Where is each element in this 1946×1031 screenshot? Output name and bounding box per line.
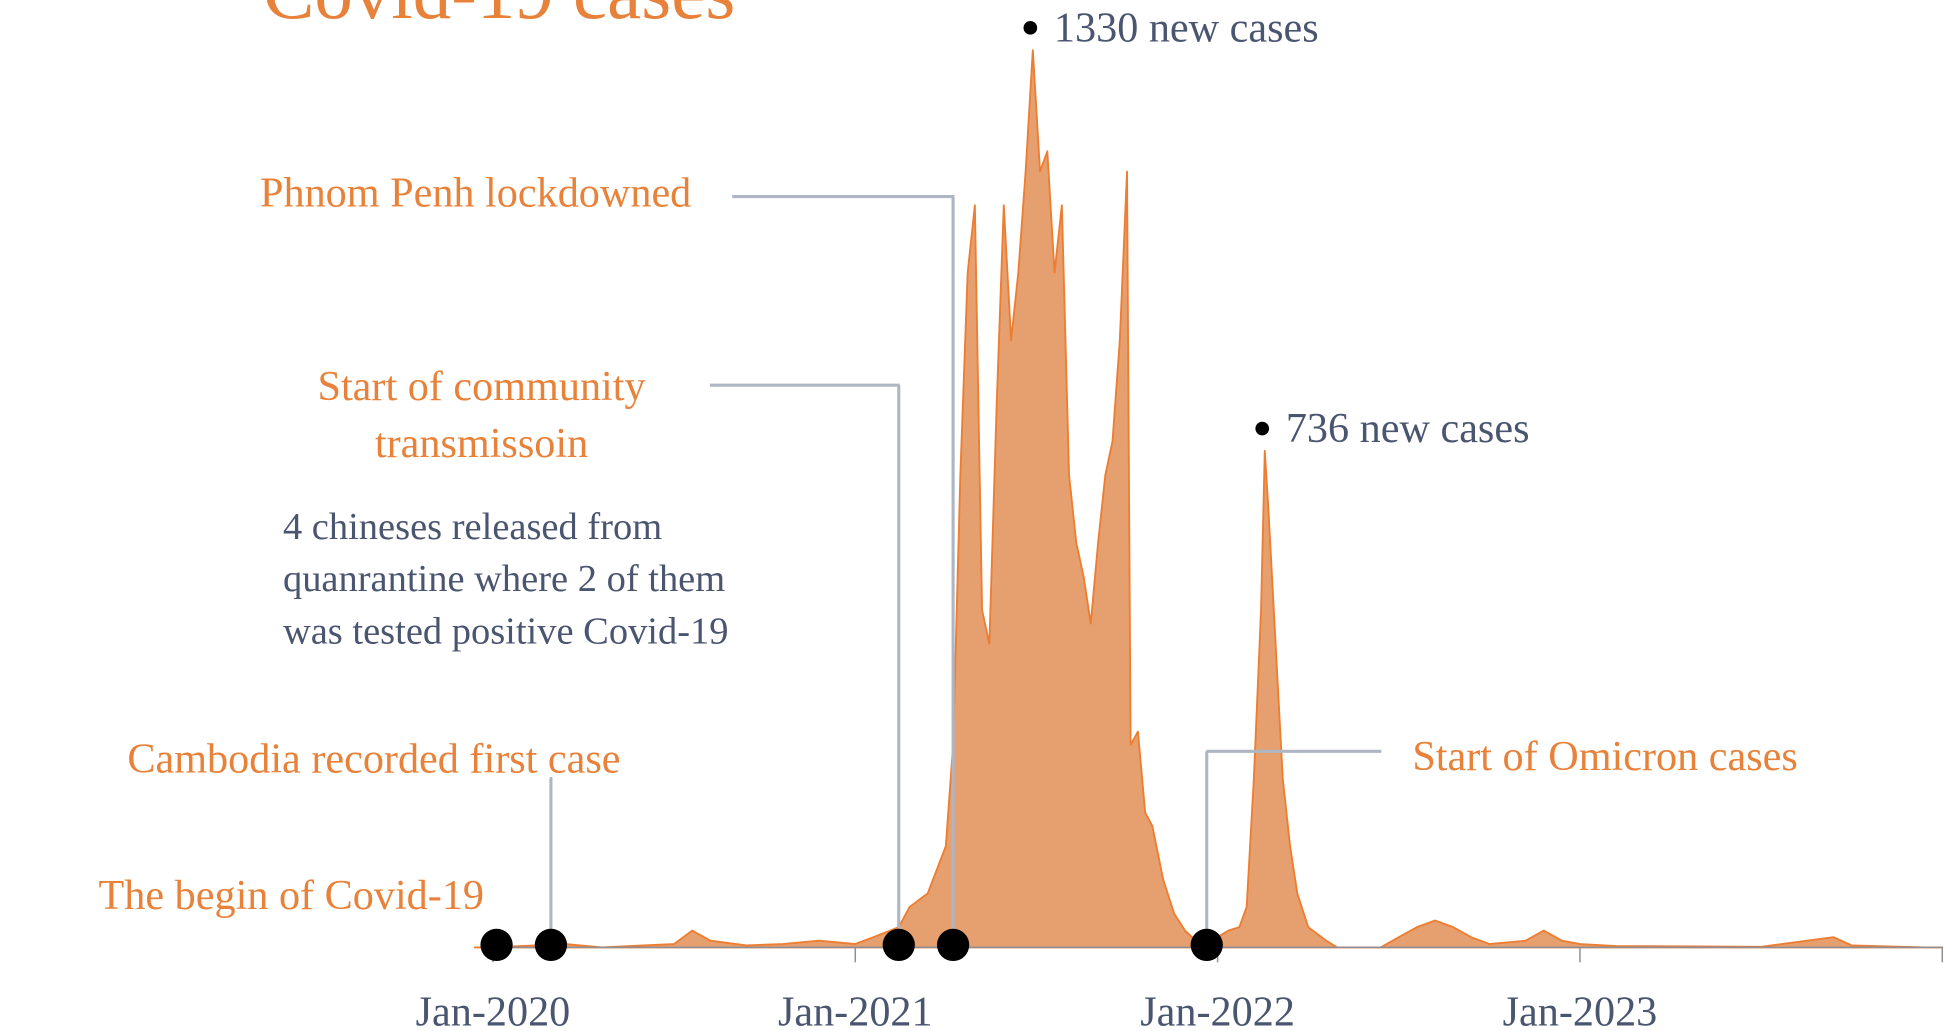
event-label: Start of Omicron cases [1412,733,1797,780]
leader-line [1205,749,1382,948]
x-tick-label: Jan-2020 [416,989,571,1031]
event-note: 4 chineses released from [283,506,662,548]
x-tick-label: Jan-2022 [1140,989,1295,1031]
event-dot [534,928,568,962]
leader-line [549,777,553,948]
leader-line [732,194,955,948]
event-dot [936,928,970,962]
event-label: The begin of Covid-19 [99,872,484,919]
event-dot [480,928,513,962]
annotation-text: 1330 new cases [1054,4,1319,51]
annotation-text: 736 new cases [1286,405,1530,452]
event-dot [882,928,915,962]
event-dot [1190,928,1223,962]
event-label: transmissoin [375,420,588,467]
annotation-dot [1255,421,1270,436]
chart-title: Covid-19 cases [263,0,735,35]
event-note: quanrantine where 2 of them [283,558,725,600]
event-note: was tested positive Covid-19 [283,610,729,652]
x-tick-label: Jan-2023 [1503,989,1658,1031]
event-label: Phnom Penh lockdowned [260,169,691,216]
area [473,49,1944,949]
annotation-dot [1023,20,1038,35]
event-label: Start of community [317,363,645,410]
x-tick-label: Jan-2021 [778,989,933,1031]
event-label: Cambodia recorded first case [127,735,620,782]
leader-line [709,383,901,948]
